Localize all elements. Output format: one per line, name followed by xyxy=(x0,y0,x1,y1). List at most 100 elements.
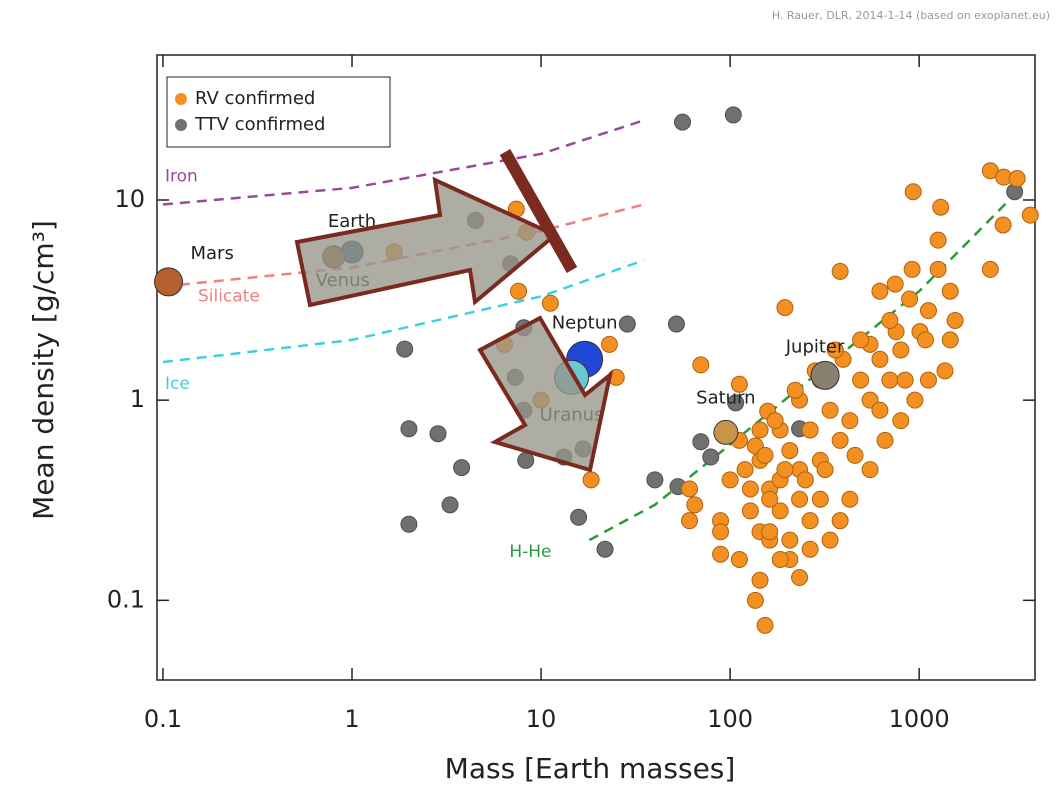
data-point xyxy=(920,372,936,388)
y-tick-label: 10 xyxy=(114,185,145,213)
data-point xyxy=(893,413,909,429)
data-point xyxy=(822,532,838,548)
data-point xyxy=(897,372,913,388)
data-point xyxy=(687,497,703,513)
data-point xyxy=(675,114,691,130)
data-point xyxy=(571,509,587,525)
data-point xyxy=(601,336,617,352)
legend-marker xyxy=(175,119,187,131)
data-point xyxy=(842,413,858,429)
data-point xyxy=(842,491,858,507)
data-point xyxy=(742,481,758,497)
data-point xyxy=(777,462,793,478)
data-point xyxy=(752,422,768,438)
data-point xyxy=(802,513,818,529)
data-point xyxy=(832,263,848,279)
data-point xyxy=(397,341,413,357)
data-point xyxy=(647,472,663,488)
y-axis-label: Mean density [g/cm³] xyxy=(27,220,60,520)
data-point xyxy=(782,532,798,548)
curve-label: H-He xyxy=(509,542,551,562)
legend-label: RV confirmed xyxy=(195,88,315,109)
data-point xyxy=(518,452,534,468)
x-tick-label: 0.1 xyxy=(144,705,182,733)
chart: H. Rauer, DLR, 2014-1-14 (based on exopl… xyxy=(0,0,1061,790)
data-point xyxy=(882,313,898,329)
data-point xyxy=(920,303,936,319)
data-point xyxy=(787,382,803,398)
data-point xyxy=(454,460,470,476)
data-point xyxy=(762,524,778,540)
data-point xyxy=(882,372,898,388)
data-point xyxy=(762,491,778,507)
x-tick-label: 10 xyxy=(526,705,557,733)
data-point xyxy=(792,570,808,586)
data-point xyxy=(995,217,1011,233)
data-point xyxy=(802,422,818,438)
planet-label: Saturn xyxy=(696,387,755,408)
data-point xyxy=(747,592,763,608)
x-tick-label: 1 xyxy=(344,705,359,733)
planet xyxy=(714,420,738,444)
data-point xyxy=(797,472,813,488)
data-point xyxy=(812,491,828,507)
data-point xyxy=(1009,171,1025,187)
data-point xyxy=(887,276,903,292)
legend-marker xyxy=(175,93,187,105)
data-point xyxy=(782,443,798,459)
data-point xyxy=(693,357,709,373)
data-point xyxy=(767,413,783,429)
data-point xyxy=(430,426,446,442)
data-point xyxy=(822,402,838,418)
data-point xyxy=(907,392,923,408)
data-point xyxy=(904,261,920,277)
data-point xyxy=(583,472,599,488)
data-point xyxy=(872,402,888,418)
data-point xyxy=(731,551,747,567)
arrow xyxy=(480,318,610,470)
data-point xyxy=(917,332,933,348)
data-point xyxy=(713,546,729,562)
data-point xyxy=(905,184,921,200)
data-point xyxy=(682,481,698,497)
data-point xyxy=(792,491,808,507)
data-point xyxy=(725,107,741,123)
curve-label: Ice xyxy=(165,374,190,394)
data-point xyxy=(853,332,869,348)
data-point xyxy=(930,232,946,248)
data-point xyxy=(757,447,773,463)
data-point xyxy=(713,524,729,540)
data-point xyxy=(772,551,788,567)
data-point xyxy=(1022,207,1038,223)
data-point xyxy=(752,572,768,588)
data-point xyxy=(847,447,863,463)
data-point xyxy=(542,295,558,311)
x-tick-label: 1000 xyxy=(889,705,950,733)
data-point xyxy=(853,372,869,388)
data-point xyxy=(511,283,527,299)
data-point xyxy=(832,432,848,448)
data-point xyxy=(401,421,417,437)
data-point xyxy=(942,332,958,348)
data-point xyxy=(668,316,684,332)
data-point xyxy=(872,283,888,299)
data-point xyxy=(401,516,417,532)
data-point xyxy=(737,462,753,478)
data-point xyxy=(872,351,888,367)
data-point xyxy=(947,313,963,329)
y-tick-label: 0.1 xyxy=(107,585,145,613)
data-point xyxy=(817,462,833,478)
data-point xyxy=(703,449,719,465)
data-point xyxy=(722,472,738,488)
data-point xyxy=(933,199,949,215)
credit: H. Rauer, DLR, 2014-1-14 (based on exopl… xyxy=(772,9,1050,22)
curve-label: Silicate xyxy=(198,286,260,306)
legend-label: TTV confirmed xyxy=(194,114,325,135)
data-point xyxy=(777,300,793,316)
data-point xyxy=(742,503,758,519)
planet-label: Jupiter xyxy=(785,336,845,357)
curve-label: Iron xyxy=(165,166,198,186)
data-point xyxy=(893,342,909,358)
data-point xyxy=(802,541,818,557)
data-point xyxy=(757,617,773,633)
